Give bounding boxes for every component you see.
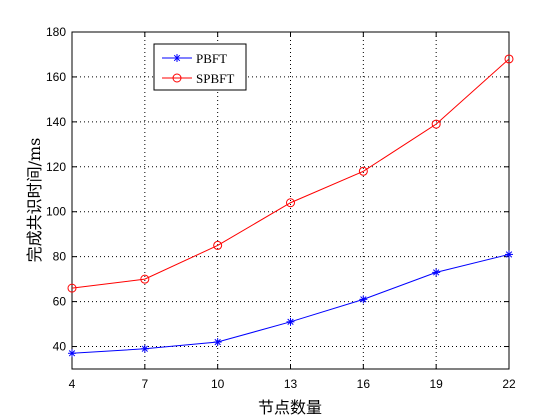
data-point-pbft: [505, 250, 513, 259]
legend-marker-pbft: [173, 54, 181, 62]
y-tick-label: 60: [53, 295, 67, 309]
x-tick-label: 19: [429, 377, 443, 391]
legend-box: [153, 43, 247, 91]
x-tick-label: 13: [284, 377, 298, 391]
data-point-spbft: [358, 166, 368, 176]
data-point-pbft: [286, 317, 295, 326]
legend-label-pbft: PBFT: [196, 51, 227, 66]
x-tick-label: 16: [357, 377, 371, 391]
data-point-spbft: [431, 119, 441, 129]
data-point-pbft: [68, 349, 76, 358]
y-tick-label: 40: [53, 340, 67, 354]
y-tick-label: 160: [46, 70, 66, 84]
series-pbft: [68, 250, 513, 358]
legend: PBFT SPBFT: [153, 43, 247, 91]
data-point-pbft: [213, 338, 222, 347]
series-line-spbft: [71, 58, 510, 289]
legend-item-spbft: SPBFT: [162, 71, 234, 86]
y-tick-label: 140: [46, 115, 66, 129]
data-point-spbft: [504, 54, 514, 64]
legend-label-spbft: SPBFT: [196, 71, 234, 86]
series-spbft: [67, 54, 514, 293]
data-point-spbft: [67, 283, 77, 293]
series: [67, 54, 514, 358]
data-point-pbft: [140, 344, 149, 353]
data-point-spbft: [286, 198, 295, 208]
x-tick-label: 7: [141, 377, 148, 391]
x-tick-label: 4: [69, 377, 76, 391]
x-tick-label: 22: [502, 377, 516, 391]
legend-marker-spbft: [172, 73, 182, 83]
x-tick-label: 10: [211, 377, 225, 391]
data-point-spbft: [213, 240, 223, 250]
series-line-pbft: [71, 253, 510, 354]
y-axis-title: 完成共识时间/ms: [25, 138, 44, 263]
y-tick-label: 180: [46, 25, 66, 39]
data-point-pbft: [359, 295, 368, 304]
legend-item-pbft: PBFT: [162, 51, 227, 66]
axis-ticks: 4 7 10 13 16 19 22 40 60 80 100 120 140 160 180: [46, 25, 516, 391]
y-tick-label: 120: [46, 160, 66, 174]
y-tick-label: 100: [46, 205, 66, 219]
data-point-pbft: [432, 268, 441, 277]
x-axis-title: 节点数量: [258, 398, 322, 417]
y-tick-label: 80: [53, 250, 67, 264]
data-point-spbft: [140, 274, 150, 284]
